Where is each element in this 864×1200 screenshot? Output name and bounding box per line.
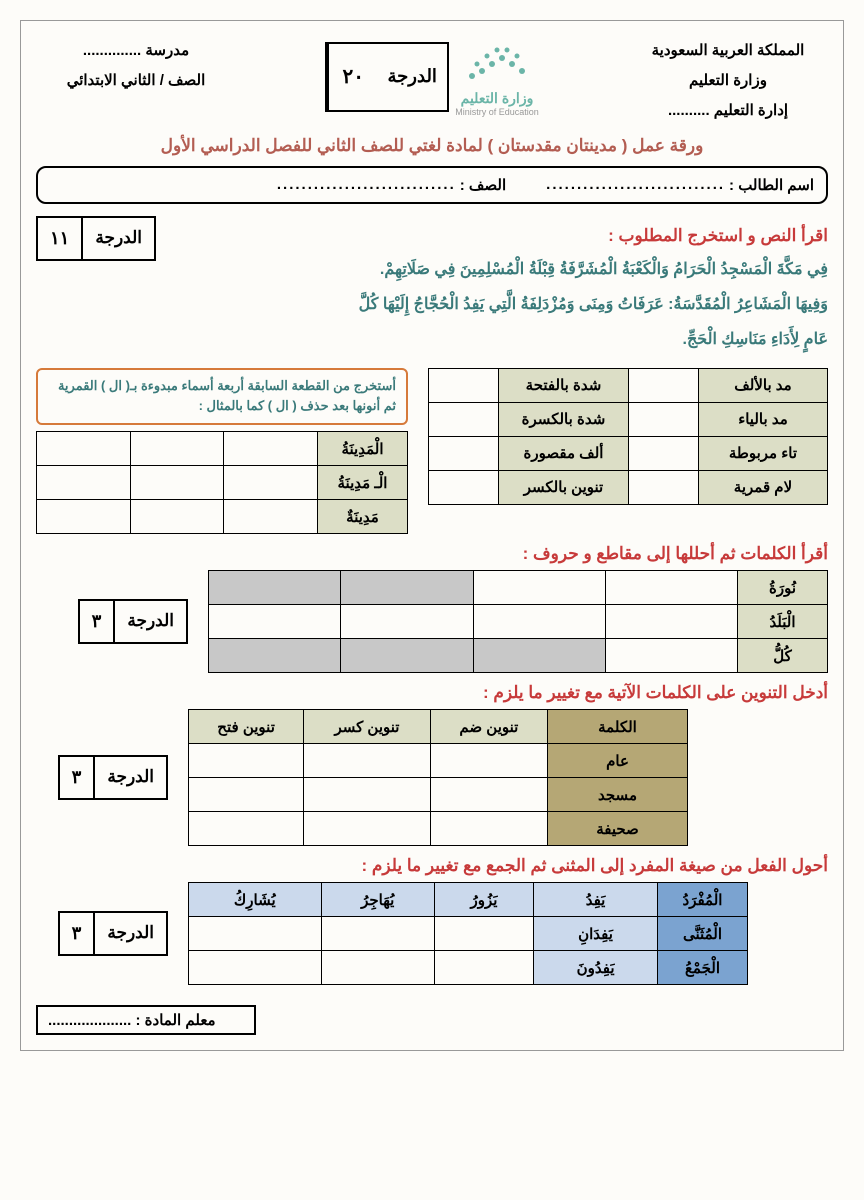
t1-r3c2: ألف مقصورة [499, 436, 628, 470]
q4-grade-label: الدرجة [93, 913, 166, 954]
q4-h2: يَفِدُ [534, 883, 658, 917]
q2-table: نُورَةُ الْبَلَدُ كُلُّ [208, 570, 828, 673]
logo-text-en: Ministry of Education [455, 107, 539, 117]
q2-grade-score: ٣ [80, 601, 114, 642]
t1-r4c2: تنوين بالكسر [499, 470, 628, 504]
teacher-label: معلم المادة : .................... [48, 1012, 216, 1029]
q3-h4: تنوين فتح [189, 710, 304, 744]
student-info-box: اسم الطالب :............................… [36, 166, 828, 204]
q3-r1: عام [548, 744, 688, 778]
t1-r1c1: مد بالألف [698, 368, 827, 402]
ministry: وزارة التعليم [628, 66, 828, 96]
name-dots[interactable]: ............................. [546, 176, 725, 194]
q1-grade-score: ١١ [38, 218, 81, 259]
passage-line3: عَامٍ لِأَدَاءِ مَنَاسِكِ الْحَجِّ. [166, 322, 828, 357]
passage-line2: وَفِيهَا الْمَشَاعِرُ الْمُقَدَّسَةُ: عَ… [166, 287, 828, 322]
q4-grade-score: ٣ [60, 913, 94, 954]
t2-r3: مَدِينَةٌ [318, 500, 408, 534]
q1-grade-label: الدرجة [81, 218, 154, 259]
q3-table: الكلمةتنوين ضمتنوين كسرتنوين فتح عام مسج… [188, 709, 688, 846]
q3-h2: تنوين ضم [430, 710, 547, 744]
country: المملكة العربية السعودية [628, 36, 828, 66]
q2-title: أقرأ الكلمات ثم أحللها إلى مقاطع و حروف … [36, 544, 828, 564]
q3-grade-score: ٣ [60, 757, 94, 798]
q1-instruction: أستخرج من القطعة السابقة أربعة أسماء مبد… [36, 368, 408, 426]
q4-table: الْمُفْرَدُ يَفِدُ يَزُورُ يُهَاجِرُ يُش… [188, 882, 748, 985]
worksheet-title: ورقة عمل ( مدينتان مقدستان ) لمادة لغتي … [36, 136, 828, 156]
q3-h1: الكلمة [548, 710, 688, 744]
q2-w1: نُورَةُ [738, 571, 828, 605]
q4-r3h: الْجَمْعُ [658, 951, 748, 985]
q4-h4: يُهَاجِرُ [321, 883, 434, 917]
grade-label: الدرجة [377, 44, 447, 110]
header-left: مدرسة .............. الصف / الثاني الابت… [36, 36, 236, 96]
grade-level: الصف / الثاني الابتدائي [36, 66, 236, 96]
total-grade-box: الدرجة ٢٠ [325, 42, 449, 112]
class-label: الصف : [460, 176, 506, 194]
q3-r2: مسجد [548, 778, 688, 812]
t1-r4c1: لام قمرية [698, 470, 827, 504]
passage-line1: فِي مَكَّةَ الْمَسْجِدُ الْحَرَامُ وَالْ… [166, 252, 828, 287]
ministry-logo: وزارة التعليم Ministry of Education [455, 36, 539, 117]
q2-grade: الدرجة ٣ [78, 599, 188, 644]
name-label: اسم الطالب : [729, 176, 814, 194]
q3-r3: صحيفة [548, 812, 688, 846]
q2-w2: الْبَلَدُ [738, 605, 828, 639]
header: المملكة العربية السعودية وزارة التعليم إ… [36, 36, 828, 126]
q4-h1: الْمُفْرَدُ [658, 883, 748, 917]
logo-text-ar: وزارة التعليم [455, 90, 539, 107]
q1-grade: الدرجة ١١ [36, 216, 156, 261]
q4-grade: الدرجة ٣ [58, 911, 168, 956]
school: مدرسة .............. [36, 36, 236, 66]
q4-h5: يُشَارِكُ [189, 883, 322, 917]
header-center: وزارة التعليم Ministry of Education الدر… [325, 36, 539, 117]
t1-r2c1: مد بالياء [698, 402, 827, 436]
total-score: ٢٠ [327, 44, 377, 110]
admin: إدارة التعليم .......... [628, 96, 828, 126]
header-right: المملكة العربية السعودية وزارة التعليم إ… [628, 36, 828, 126]
q3-grade: الدرجة ٣ [58, 755, 168, 800]
q3-h3: تنوين كسر [304, 710, 431, 744]
q1-table1: مد بالألف شدة بالفتحة مد بالياء شدة بالكسر… [428, 368, 828, 505]
q3-grade-label: الدرجة [93, 757, 166, 798]
t2-r1: الْمَدِينَةُ [318, 432, 408, 466]
q2-grade-label: الدرجة [113, 601, 186, 642]
q4-r2v: يَفِدَانِ [534, 917, 658, 951]
q4-r3v: يَفِدُونَ [534, 951, 658, 985]
q1-title: اقرأ النص و استخرج المطلوب : [166, 226, 828, 246]
teacher-box: معلم المادة : .................... [36, 1005, 256, 1035]
q4-h3: يَزُورُ [434, 883, 533, 917]
t1-r2c2: شدة بالكسرة [499, 402, 628, 436]
t1-r1c2: شدة بالفتحة [499, 368, 628, 402]
q4-title: أحول الفعل من صيغة المفرد إلى المثنى ثم … [36, 856, 828, 876]
q1-table2: الْمَدِينَةُ الْـ مَدِينَةُ مَدِينَةٌ [36, 431, 408, 534]
q3-title: أدخل التنوين على الكلمات الآتية مع تغيير… [36, 683, 828, 703]
t2-r2: الْـ مَدِينَةُ [318, 466, 408, 500]
passage: فِي مَكَّةَ الْمَسْجِدُ الْحَرَامُ وَالْ… [166, 252, 828, 358]
class-dots[interactable]: ............................. [277, 176, 456, 194]
q4-r2h: الْمُثَنَّى [658, 917, 748, 951]
worksheet-page: المملكة العربية السعودية وزارة التعليم إ… [20, 20, 844, 1051]
t1-r3c1: تاء مربوطة [698, 436, 827, 470]
q2-w3: كُلُّ [738, 639, 828, 673]
